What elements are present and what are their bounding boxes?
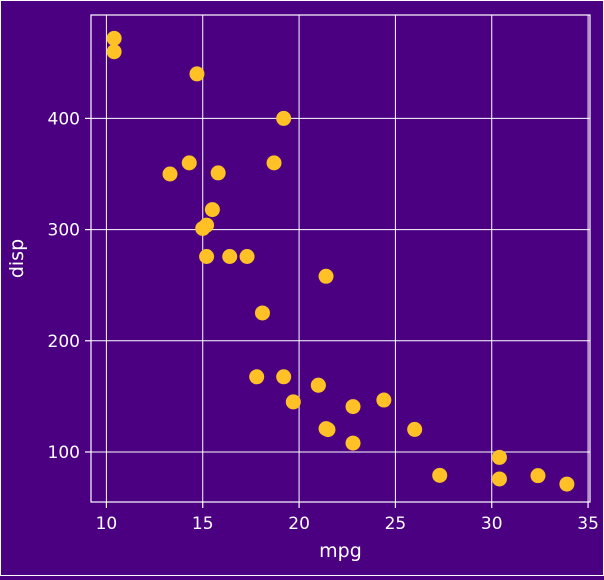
data-point [376, 392, 392, 408]
x-tick-label: 20 [288, 514, 310, 534]
data-point [432, 467, 448, 483]
panel-border [90, 14, 591, 503]
data-point [345, 435, 361, 451]
y-tick-label: 300 [48, 221, 80, 241]
data-point [195, 220, 211, 236]
data-point [162, 166, 178, 182]
data-point [491, 471, 507, 487]
data-point [276, 369, 292, 385]
data-point [189, 66, 205, 82]
data-point [106, 30, 122, 46]
x-tick-label: 35 [577, 514, 599, 534]
x-tick-label: 30 [481, 514, 503, 534]
x-axis-label: mpg [319, 540, 362, 562]
x-tick-label: 15 [192, 514, 214, 534]
data-point [222, 248, 238, 264]
data-point [210, 165, 226, 181]
data-point [285, 394, 301, 410]
x-tick-label: 10 [96, 514, 118, 534]
data-point [559, 476, 575, 492]
data-point [491, 449, 507, 465]
data-point [204, 202, 220, 218]
y-axis-label: disp [6, 239, 28, 278]
grid [91, 15, 590, 502]
data-point [199, 248, 215, 264]
data-point [181, 155, 197, 171]
data-point [254, 305, 270, 321]
y-tick-label: 400 [48, 109, 80, 129]
data-point [318, 421, 334, 437]
axis-ticks: 10 15 20 25 30 35 100 200 300 400 [48, 109, 599, 534]
data-point [407, 421, 423, 437]
data-point [239, 248, 255, 264]
data-point [249, 369, 265, 385]
data-point [266, 155, 282, 171]
data-point [530, 468, 546, 484]
data-point [310, 377, 326, 393]
data-point [345, 399, 361, 415]
data-point [318, 268, 334, 284]
y-tick-label: 200 [48, 332, 80, 352]
data-point [106, 44, 122, 60]
data-point [276, 110, 292, 126]
data-points [106, 30, 575, 492]
y-tick-label: 100 [48, 443, 80, 463]
x-tick-label: 25 [385, 514, 407, 534]
